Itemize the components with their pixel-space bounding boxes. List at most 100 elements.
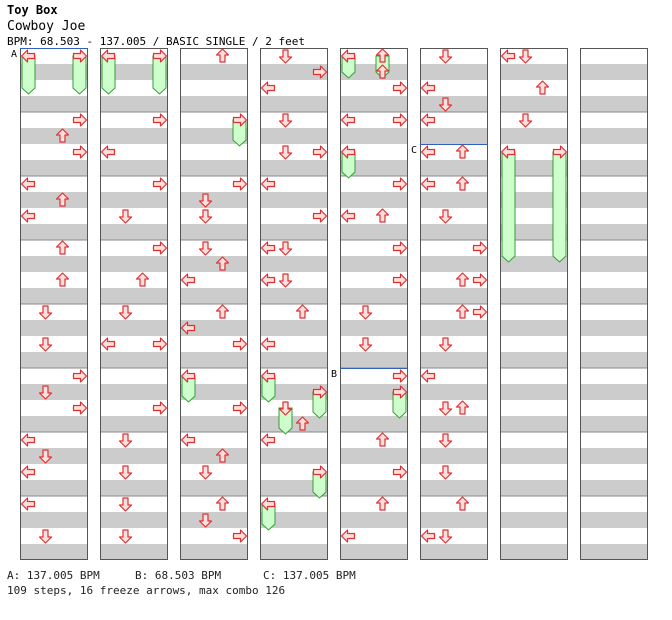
arrow-down-icon bbox=[118, 209, 133, 224]
arrow-right-icon bbox=[152, 401, 168, 415]
beat-stripe bbox=[500, 96, 568, 112]
beat-stripe bbox=[20, 320, 88, 336]
beat-stripe bbox=[100, 288, 168, 304]
arrow-left-icon bbox=[260, 241, 276, 255]
arrow-right-icon bbox=[232, 529, 248, 543]
beat-stripe bbox=[100, 320, 168, 336]
beat-stripe bbox=[20, 96, 88, 112]
arrow-right-icon bbox=[152, 49, 168, 63]
arrow-down-icon bbox=[438, 209, 453, 224]
beat-stripe bbox=[180, 416, 248, 432]
column-border bbox=[100, 48, 168, 560]
arrow-left-icon bbox=[260, 81, 276, 95]
arrow-left-icon bbox=[420, 177, 436, 191]
beat-stripe bbox=[420, 64, 488, 80]
beat-stripe bbox=[340, 224, 408, 240]
beat-stripe bbox=[420, 160, 488, 176]
beat-stripe bbox=[500, 160, 568, 176]
arrow-right-icon bbox=[392, 113, 408, 127]
arrow-up-icon bbox=[455, 176, 470, 191]
arrow-down-icon bbox=[438, 529, 453, 544]
arrow-up-icon bbox=[55, 272, 70, 287]
arrow-up-icon bbox=[215, 304, 230, 319]
arrow-up-icon bbox=[535, 80, 550, 95]
arrow-down-icon bbox=[118, 433, 133, 448]
beat-stripe bbox=[180, 192, 248, 208]
column-border bbox=[180, 48, 248, 560]
arrow-down-icon bbox=[438, 433, 453, 448]
arrow-up-icon bbox=[455, 400, 470, 415]
beat-stripe bbox=[580, 480, 648, 496]
beat-stripe bbox=[580, 448, 648, 464]
beat-stripe bbox=[100, 192, 168, 208]
arrow-left-icon bbox=[340, 529, 356, 543]
arrow-up-icon bbox=[455, 304, 470, 319]
arrow-right-icon bbox=[152, 337, 168, 351]
beat-stripe bbox=[260, 64, 328, 80]
bpm-legend-a: A: 137.005 BPM bbox=[7, 569, 100, 582]
beat-stripe bbox=[420, 480, 488, 496]
arrow-down-icon bbox=[278, 145, 293, 160]
beat-stripe bbox=[340, 480, 408, 496]
arrow-down-icon bbox=[438, 465, 453, 480]
freeze-arrow-body bbox=[501, 151, 516, 263]
arrow-left-icon bbox=[100, 145, 116, 159]
beat-stripe bbox=[420, 192, 488, 208]
beat-stripe bbox=[180, 288, 248, 304]
beat-stripe bbox=[180, 320, 248, 336]
arrow-down-icon bbox=[438, 337, 453, 352]
arrow-down-icon bbox=[198, 465, 213, 480]
beat-stripe bbox=[260, 544, 328, 560]
beat-stripe bbox=[180, 480, 248, 496]
arrow-down-icon bbox=[38, 449, 53, 464]
beat-stripe bbox=[100, 96, 168, 112]
column-border bbox=[340, 48, 408, 560]
beat-stripe bbox=[340, 160, 408, 176]
beat-stripe bbox=[580, 128, 648, 144]
arrow-left-icon bbox=[500, 49, 516, 63]
arrow-down-icon bbox=[38, 337, 53, 352]
beat-stripe bbox=[20, 160, 88, 176]
arrow-left-icon bbox=[100, 337, 116, 351]
beat-stripe bbox=[260, 416, 328, 432]
beat-stripe bbox=[420, 448, 488, 464]
song-title: Cowboy Joe bbox=[7, 19, 86, 34]
arrow-left-icon bbox=[340, 49, 356, 63]
beat-stripe bbox=[340, 288, 408, 304]
beat-stripe bbox=[420, 288, 488, 304]
beat-stripe bbox=[180, 64, 248, 80]
beat-stripe bbox=[260, 320, 328, 336]
arrow-left-icon bbox=[260, 433, 276, 447]
arrow-up-icon bbox=[375, 48, 390, 63]
beat-stripe bbox=[20, 544, 88, 560]
beat-stripe bbox=[580, 352, 648, 368]
beat-stripe bbox=[420, 96, 488, 112]
beat-stripe bbox=[100, 512, 168, 528]
chart-column bbox=[420, 48, 488, 560]
arrow-down-icon bbox=[438, 401, 453, 416]
arrow-right-icon bbox=[232, 401, 248, 415]
arrow-left-icon bbox=[20, 49, 36, 63]
beat-stripe bbox=[580, 384, 648, 400]
arrow-right-icon bbox=[392, 273, 408, 287]
beat-stripe bbox=[340, 416, 408, 432]
arrow-right-icon bbox=[392, 81, 408, 95]
beat-stripe bbox=[20, 448, 88, 464]
beat-stripe bbox=[100, 128, 168, 144]
arrow-down-icon bbox=[438, 97, 453, 112]
arrow-left-icon bbox=[420, 113, 436, 127]
beat-stripe bbox=[20, 224, 88, 240]
arrow-right-icon bbox=[152, 113, 168, 127]
arrow-left-icon bbox=[20, 465, 36, 479]
arrow-down-icon bbox=[518, 113, 533, 128]
beat-stripe bbox=[340, 512, 408, 528]
arrow-left-icon bbox=[420, 81, 436, 95]
beat-stripe bbox=[260, 192, 328, 208]
arrow-right-icon bbox=[392, 177, 408, 191]
beat-stripe bbox=[20, 128, 88, 144]
arrow-up-icon bbox=[375, 432, 390, 447]
arrow-down-icon bbox=[518, 49, 533, 64]
beat-stripe bbox=[500, 384, 568, 400]
arrow-up-icon bbox=[375, 208, 390, 223]
arrow-down-icon bbox=[438, 49, 453, 64]
